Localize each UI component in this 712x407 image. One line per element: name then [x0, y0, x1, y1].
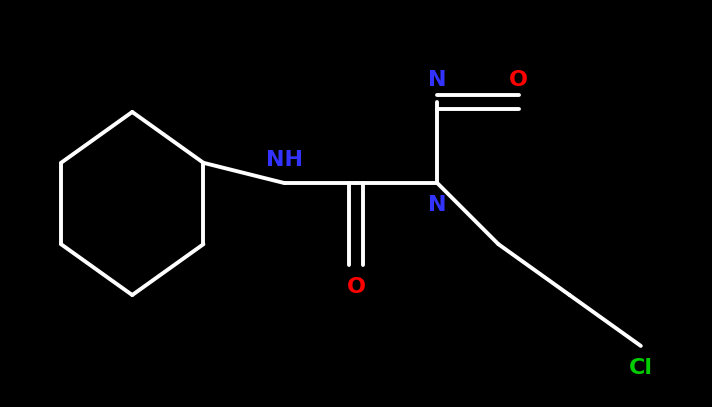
Text: N: N — [428, 195, 446, 215]
Text: NH: NH — [266, 150, 303, 170]
Text: N: N — [428, 70, 446, 90]
Text: O: O — [509, 70, 528, 90]
Text: Cl: Cl — [629, 358, 653, 378]
Text: O: O — [347, 277, 365, 297]
